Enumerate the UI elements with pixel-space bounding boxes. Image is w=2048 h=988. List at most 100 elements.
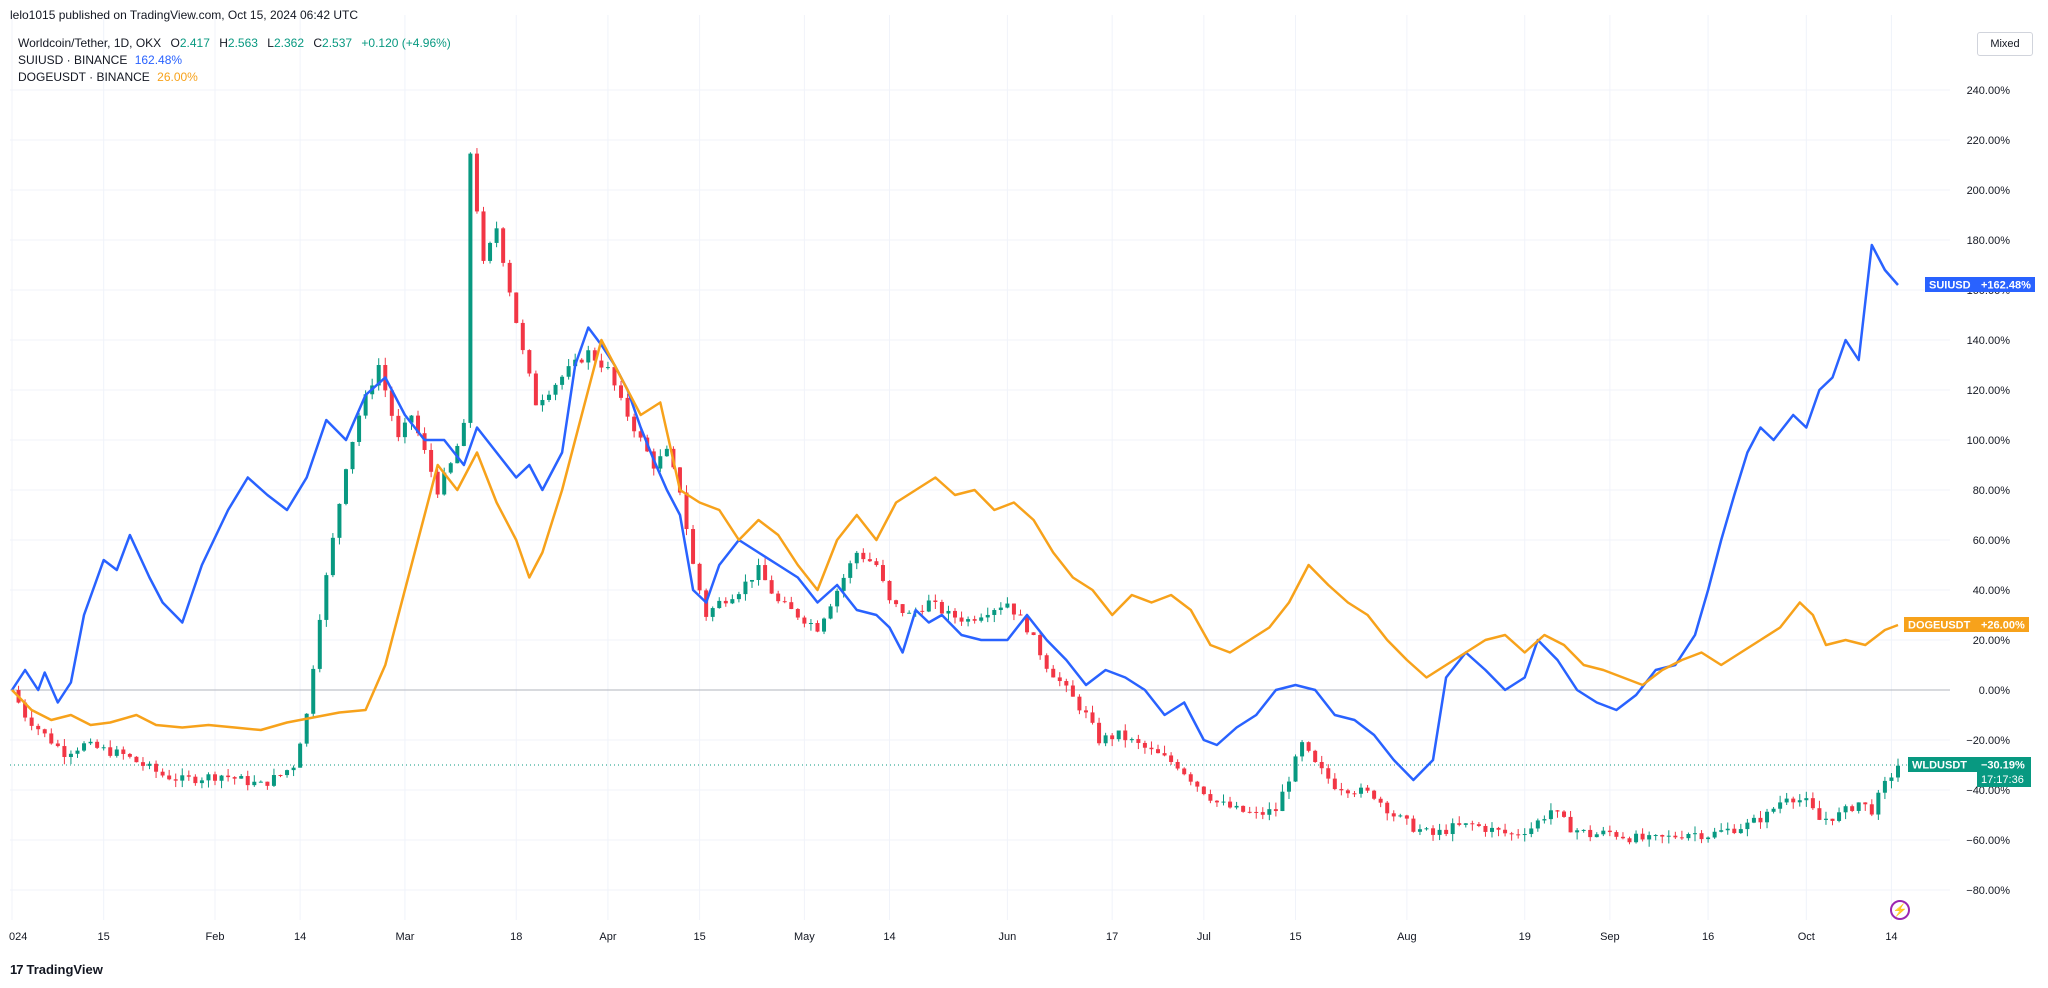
- wld-candle-body: [55, 743, 60, 747]
- wld-candle-body: [1241, 805, 1246, 812]
- wld-candle-body: [1666, 835, 1671, 837]
- wld-candle-body: [1869, 804, 1874, 815]
- wld-candle-body: [1758, 817, 1763, 823]
- wld-candle-body: [389, 390, 394, 416]
- y-axis[interactable]: 240.00%220.00%200.00%180.00%160.00%140.0…: [1966, 85, 2010, 897]
- wld-candle-body: [1398, 815, 1403, 817]
- wld-candle-body: [42, 729, 47, 734]
- wld-candle-body: [815, 623, 820, 632]
- wld-candle-body: [494, 228, 499, 243]
- wld-candle-body: [75, 750, 80, 754]
- y-tick-label: 60.00%: [1973, 535, 2011, 547]
- wld-candle-body: [1647, 835, 1652, 840]
- wld-candle-body: [1372, 790, 1377, 799]
- wld-candle-body: [1732, 828, 1737, 834]
- wld-candle-body: [29, 717, 34, 726]
- doge-last-label-symbol-bg: [1904, 617, 1977, 632]
- wld-candle-body: [1522, 834, 1527, 836]
- wld-candle-body: [1136, 739, 1141, 743]
- wld-candle-body: [1313, 750, 1318, 763]
- wld-candle-body: [1025, 615, 1030, 633]
- sui-legend[interactable]: SUIUSD · BINANCE 162.48%: [18, 53, 182, 67]
- suiusd-line: [10, 243, 1899, 782]
- wld-candle-body: [926, 600, 931, 612]
- wld-candle-body: [1110, 735, 1115, 740]
- tradingview-logo[interactable]: 17 TradingView: [10, 962, 103, 977]
- wld-candle-body: [514, 292, 519, 323]
- wld-candle-body: [835, 590, 840, 607]
- wld-candle-body: [658, 456, 663, 469]
- wld-candle-body: [638, 431, 643, 438]
- wld-candle-body: [1837, 812, 1842, 821]
- wld-candle-body: [848, 563, 853, 578]
- wld-candle-body: [612, 367, 617, 386]
- wld-candle-body: [979, 617, 984, 621]
- wld-candle-body: [1634, 833, 1639, 843]
- wld-candle-body: [795, 609, 800, 618]
- wld-candle-body: [193, 776, 198, 784]
- wld-candle-body: [625, 397, 630, 417]
- scale-mode-button[interactable]: Mixed: [1977, 32, 2033, 56]
- wld-candle-body: [566, 366, 571, 377]
- wld-candle-body: [1077, 696, 1082, 711]
- wld-candle-body: [180, 775, 185, 781]
- doge-legend-name: DOGEUSDT · BINANCE: [18, 70, 150, 84]
- wld-candle-body: [199, 780, 204, 784]
- wld-candle-body: [1797, 800, 1802, 803]
- wld-candle-body: [782, 601, 787, 603]
- x-tick-label: Sep: [1600, 931, 1620, 943]
- wld-candle-body: [776, 593, 781, 602]
- sui-last-label-symbol: SUIUSD: [1929, 280, 1971, 292]
- wld-candle-body: [854, 552, 859, 564]
- wld-candle-body: [828, 606, 833, 619]
- y-tick-label: 40.00%: [1973, 585, 2011, 597]
- wld-candle-body: [1142, 742, 1147, 748]
- doge-legend[interactable]: DOGEUSDT · BINANCE 26.00%: [18, 70, 198, 84]
- x-tick-label: 14: [294, 931, 306, 943]
- wld-candle-body: [1640, 833, 1645, 840]
- wld-candle-body: [822, 618, 827, 632]
- wld-candle-body: [1653, 835, 1658, 837]
- wld-candle-body: [723, 600, 728, 604]
- tradingview-logo-icon: 17: [10, 962, 24, 977]
- wld-last-label: WLDUSDT −30.19% 17:17:36: [1908, 757, 2031, 787]
- x-axis[interactable]: 024 15 Feb 14 Mar 18 Apr 15 May 14 Jun 17 Jul 15 Aug 19…: [9, 931, 1898, 943]
- wld-candle-body: [101, 747, 106, 749]
- wld-candle-body: [1568, 816, 1573, 833]
- x-tick-label: 15: [693, 931, 705, 943]
- wld-candle-body: [232, 777, 237, 779]
- ohlc-high: H2.563: [219, 36, 258, 50]
- x-tick-label: Apr: [599, 931, 616, 943]
- main-symbol-legend[interactable]: Worldcoin/Tether, 1D, OKX O2.417 H2.563 …: [18, 36, 457, 50]
- wld-candle-body: [154, 763, 159, 772]
- wld-candle-body: [252, 781, 257, 786]
- wld-candle-body: [1588, 829, 1593, 838]
- wld-candle-body: [1555, 810, 1560, 812]
- wld-candle-body: [1280, 791, 1285, 812]
- wld-candle-body: [474, 153, 479, 212]
- wld-candle-body: [1823, 818, 1828, 820]
- y-tick-label: 180.00%: [1967, 235, 2011, 247]
- wld-candle-body: [1129, 739, 1134, 741]
- wld-candle-body: [1214, 800, 1219, 803]
- wld-candle-body: [1673, 835, 1678, 838]
- wld-candle-body: [1804, 798, 1809, 801]
- x-tick-label: Feb: [206, 931, 225, 943]
- wld-candle-body: [1293, 756, 1298, 782]
- x-tick-label: 19: [1519, 931, 1531, 943]
- wld-candle-body: [1005, 603, 1010, 608]
- wld-candle-body: [1876, 792, 1881, 815]
- y-tick-label: 140.00%: [1967, 335, 2011, 347]
- wld-candle-body: [278, 775, 283, 777]
- wld-candle-body: [1810, 798, 1815, 809]
- x-tick-label: 15: [98, 931, 110, 943]
- wld-candle-body: [1051, 668, 1056, 678]
- lightning-icon[interactable]: ⚡: [1890, 900, 1910, 920]
- y-tick-label: −40.00%: [1966, 785, 2010, 797]
- wld-candle-body: [1712, 831, 1717, 838]
- wld-candle-body: [1057, 677, 1062, 682]
- wld-candle-body: [1345, 790, 1350, 794]
- wld-candle-body: [357, 415, 362, 442]
- wld-candle-body: [560, 376, 565, 385]
